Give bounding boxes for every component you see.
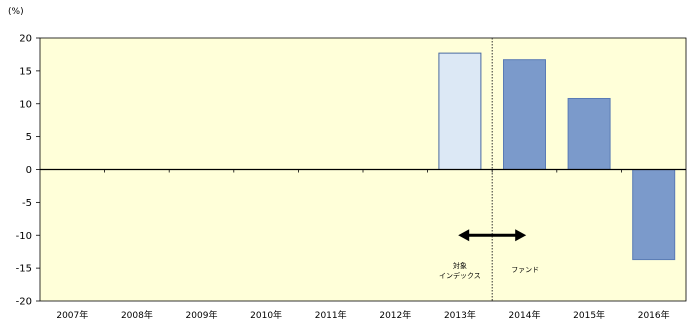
x-tick-label: 2013年 xyxy=(444,309,476,321)
bars xyxy=(438,52,676,261)
index-annotation-line1: 対象 xyxy=(453,261,467,270)
y-tick-label: -5 xyxy=(22,198,32,209)
x-axis-labels: 2007年 2008年 2009年 2010年 2011年 2012年 2013年 2014年… xyxy=(56,309,669,321)
y-tick-label: -10 xyxy=(16,231,32,242)
x-tick-label: 2014年 xyxy=(509,309,541,321)
x-tick-label: 2016年 xyxy=(638,309,670,321)
y-tick-label: 15 xyxy=(19,66,32,77)
fund-annotation: ファンド xyxy=(511,266,539,274)
y-axis-unit-label: (%) xyxy=(8,7,24,17)
arrow-head-right xyxy=(515,229,527,242)
index-annotation-line2: インデックス xyxy=(439,271,481,280)
index-bar-6 xyxy=(438,52,482,171)
y-tick-label: -15 xyxy=(16,264,32,275)
y-tick-label: 20 xyxy=(19,34,32,45)
y-tick-label: 5 xyxy=(26,132,32,143)
double-arrow-icon xyxy=(458,229,527,242)
x-tick-label: 2012年 xyxy=(379,309,411,321)
x-tick-label: 2007年 xyxy=(56,309,88,321)
fund-bar-7 xyxy=(503,59,546,170)
x-tick-label: 2010年 xyxy=(250,309,282,321)
y-tick-label: -20 xyxy=(16,297,32,308)
y-tick-label: 10 xyxy=(19,99,32,110)
x-tick-label: 2011年 xyxy=(315,309,347,321)
x-tick-label: 2009年 xyxy=(186,309,218,321)
x-tick-label: 2015年 xyxy=(573,309,605,321)
y-tick-label: 0 xyxy=(26,165,32,176)
arrow-head-left xyxy=(458,229,470,242)
fund-bar-8 xyxy=(567,97,611,170)
fund-bar-9 xyxy=(632,169,676,261)
x-tick-label: 2008年 xyxy=(121,309,153,321)
